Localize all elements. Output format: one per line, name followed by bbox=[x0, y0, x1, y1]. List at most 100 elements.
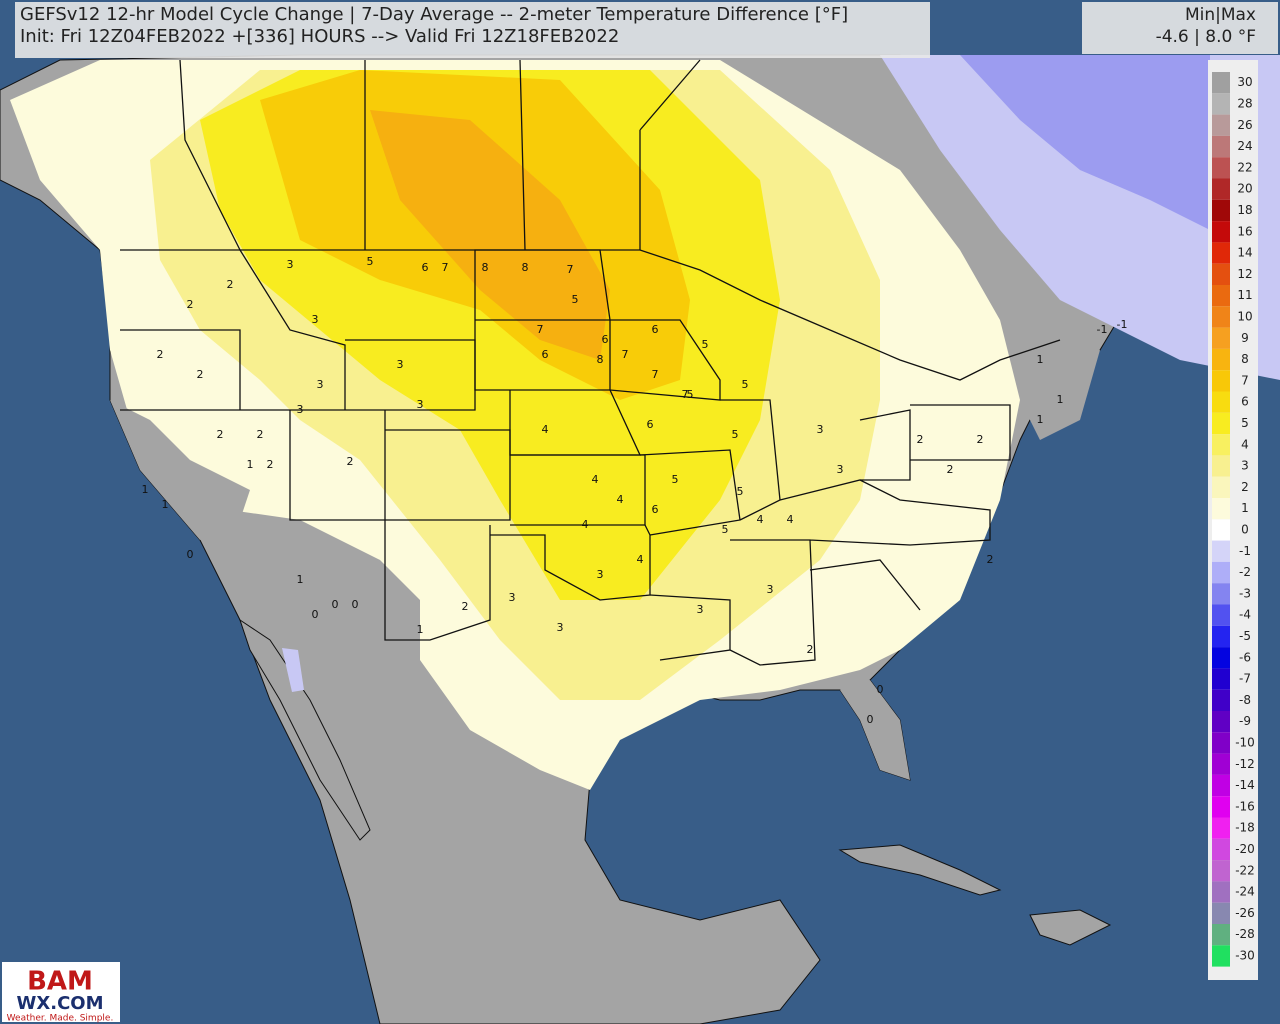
legend-swatch bbox=[1212, 391, 1230, 413]
map-label: 3 bbox=[509, 591, 516, 604]
legend-swatch bbox=[1212, 902, 1230, 924]
logo-box bbox=[2, 962, 120, 1022]
map-label: 5 bbox=[702, 338, 709, 351]
legend-label: -20 bbox=[1235, 842, 1255, 856]
legend-swatch bbox=[1212, 711, 1230, 733]
legend-label: 6 bbox=[1241, 395, 1249, 409]
legend-swatch bbox=[1212, 668, 1230, 690]
minmax-values: -4.6 | 8.0 °F bbox=[1156, 27, 1256, 47]
map-label: 6 bbox=[422, 261, 429, 274]
map-label: 2 bbox=[987, 553, 994, 566]
map-label: 0 bbox=[352, 598, 359, 611]
legend-swatch bbox=[1212, 561, 1230, 584]
zero-florida bbox=[840, 680, 910, 780]
map-label: 3 bbox=[297, 403, 304, 416]
map-label: 7 bbox=[537, 323, 544, 336]
legend-swatch bbox=[1212, 881, 1230, 903]
legend-label: -1 bbox=[1239, 544, 1251, 558]
map-label: 3 bbox=[767, 583, 774, 596]
legend-label: 20 bbox=[1237, 182, 1252, 196]
legend-swatch bbox=[1212, 221, 1230, 243]
subtitle: Init: Fri 12Z04FEB2022 +[336] HOURS --> … bbox=[20, 26, 619, 47]
legend-swatch bbox=[1212, 285, 1230, 307]
map-label: 2 bbox=[267, 458, 274, 471]
legend-swatch bbox=[1212, 604, 1230, 626]
map-label: 4 bbox=[757, 513, 764, 526]
map-label: 5 bbox=[672, 473, 679, 486]
map-label: 5 bbox=[722, 523, 729, 536]
minmax-label: Min|Max bbox=[1185, 5, 1256, 25]
cuba bbox=[838, 844, 1002, 896]
legend-label: 3 bbox=[1241, 459, 1249, 473]
map-label: 1 bbox=[417, 623, 424, 636]
legend-label: -7 bbox=[1239, 672, 1251, 686]
map-label: 0 bbox=[187, 548, 194, 561]
legend-swatch bbox=[1212, 860, 1230, 882]
map-label: 0 bbox=[877, 683, 884, 696]
legend-swatch bbox=[1212, 540, 1230, 562]
map-label: 1 bbox=[1037, 353, 1044, 366]
map-label: 0 bbox=[332, 598, 339, 611]
hispaniola bbox=[1029, 909, 1112, 946]
map-label: 7 bbox=[567, 263, 574, 276]
map-label: 5 bbox=[687, 388, 694, 401]
legend-swatch bbox=[1212, 72, 1230, 94]
map-label: 1 bbox=[142, 483, 149, 496]
map-label: 8 bbox=[522, 261, 529, 274]
map-label: -1 bbox=[1097, 323, 1108, 336]
legend-label: 1 bbox=[1241, 501, 1249, 515]
legend-label: 24 bbox=[1237, 139, 1252, 153]
legend-label: -22 bbox=[1235, 863, 1255, 877]
legend-swatch bbox=[1212, 796, 1230, 818]
legend-label: 22 bbox=[1237, 160, 1252, 174]
map-label: 6 bbox=[542, 348, 549, 361]
legend-swatch bbox=[1212, 945, 1230, 967]
map-label: 3 bbox=[397, 358, 404, 371]
legend-swatch bbox=[1212, 306, 1230, 328]
legend-label: -4 bbox=[1239, 608, 1251, 622]
map-label: 6 bbox=[602, 333, 609, 346]
legend-swatch bbox=[1212, 114, 1230, 136]
zero-ne bbox=[1020, 340, 1100, 440]
map-label: 4 bbox=[617, 493, 624, 506]
map-label: 8 bbox=[482, 261, 489, 274]
legend-swatch bbox=[1212, 647, 1230, 669]
map-label: 3 bbox=[417, 398, 424, 411]
map-label: 2 bbox=[157, 348, 164, 361]
map-label: 4 bbox=[542, 423, 549, 436]
legend-swatch bbox=[1212, 93, 1230, 115]
header-box bbox=[15, 2, 930, 58]
legend-swatch bbox=[1212, 838, 1230, 861]
legend-swatch bbox=[1212, 327, 1230, 349]
map-label: 2 bbox=[977, 433, 984, 446]
map-label: 7 bbox=[682, 388, 689, 401]
map-label: 6 bbox=[652, 503, 659, 516]
logo-name: BAM bbox=[27, 967, 93, 997]
legend-label: 5 bbox=[1241, 416, 1249, 430]
legend-swatch bbox=[1212, 434, 1230, 456]
legend-label: 8 bbox=[1241, 352, 1249, 366]
legend-label: -5 bbox=[1239, 629, 1251, 643]
legend-label: -6 bbox=[1239, 650, 1251, 664]
legend-label: -12 bbox=[1235, 757, 1255, 771]
map-label: 5 bbox=[732, 428, 739, 441]
legend-label: 7 bbox=[1241, 373, 1249, 387]
legend-label: 16 bbox=[1237, 224, 1252, 238]
legend-label: 2 bbox=[1241, 480, 1249, 494]
legend-swatch bbox=[1212, 498, 1230, 520]
map-label: 3 bbox=[817, 423, 824, 436]
map-label: -1 bbox=[1117, 318, 1128, 331]
borders bbox=[120, 59, 1061, 666]
map-label: 4 bbox=[637, 553, 644, 566]
legend-label: 26 bbox=[1237, 118, 1252, 132]
map-label: 3 bbox=[287, 258, 294, 271]
legend-swatch bbox=[1212, 774, 1230, 797]
map-label: 2 bbox=[217, 428, 224, 441]
legend-swatch bbox=[1212, 412, 1230, 435]
map-label: 2 bbox=[807, 643, 814, 656]
map-label: 8 bbox=[597, 353, 604, 366]
warm-7 bbox=[370, 110, 610, 360]
legend-swatch bbox=[1212, 263, 1230, 285]
legend-swatch bbox=[1212, 519, 1230, 541]
